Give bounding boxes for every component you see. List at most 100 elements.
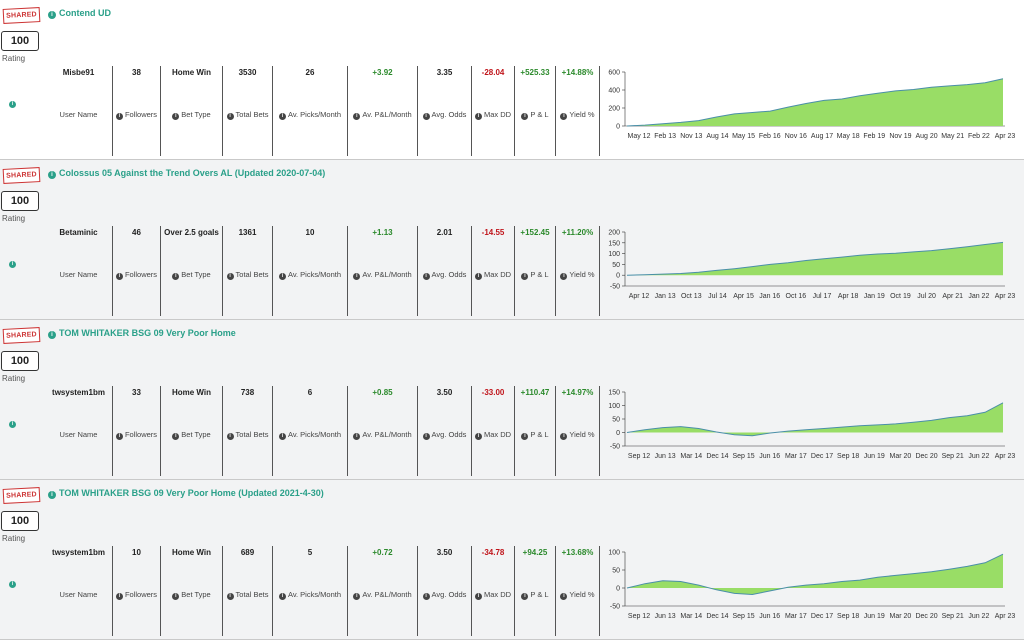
info-icon[interactable]: i xyxy=(560,433,568,440)
info-icon[interactable]: i xyxy=(9,261,17,268)
bet-type-label: i Bet Type xyxy=(161,590,222,600)
info-icon[interactable]: i xyxy=(521,593,529,600)
strategy-title[interactable]: TOM WHITAKER BSG 09 Very Poor Home xyxy=(59,328,236,338)
x-tick-label: Dec 20 xyxy=(915,613,937,620)
x-tick-label: Jul 14 xyxy=(708,293,727,300)
bet-type-value: Home Win xyxy=(171,388,212,397)
chart-line xyxy=(626,78,1004,127)
x-tick-label: Sep 12 xyxy=(628,453,650,460)
av-picks-value: 5 xyxy=(307,548,313,557)
followers-label: i Followers xyxy=(113,430,160,440)
chart-column: 100 50 0 -50 Sep 12 Jun 13 Mar 14 Dec 14 Sep 15 J… xyxy=(599,546,1024,636)
max-dd-label: i Max DD xyxy=(472,590,514,600)
y-tick-label: 150 xyxy=(608,240,620,247)
pnl-chart[interactable]: 150 100 50 0 -50 Sep 12 Jun 13 Mar 14 Dec 14 Sep … xyxy=(600,386,1020,468)
x-tick-label: Mar 20 xyxy=(890,453,912,460)
x-tick-label: May 18 xyxy=(837,133,860,140)
info-icon[interactable]: i xyxy=(474,113,482,120)
x-tick-label: Jun 19 xyxy=(864,613,885,620)
user-name-value[interactable]: Misbe91 xyxy=(62,68,95,77)
pnl-chart[interactable]: 100 50 0 -50 Sep 12 Jun 13 Mar 14 Dec 14 Sep 15 J… xyxy=(600,546,1020,628)
info-icon: i xyxy=(48,11,56,19)
x-tick-label: Feb 19 xyxy=(863,133,885,140)
strategy-title-link[interactable]: i TOM WHITAKER BSG 09 Very Poor Home (Upd… xyxy=(48,488,324,499)
chart-area xyxy=(627,242,1003,276)
x-tick-label: Feb 22 xyxy=(968,133,990,140)
info-icon[interactable]: i xyxy=(474,433,482,440)
x-tick-label: Aug 17 xyxy=(811,133,833,140)
bet-type-column: Home Win i Bet Type xyxy=(160,386,222,476)
info-icon[interactable]: i xyxy=(115,433,123,440)
pnl-chart[interactable]: 200 150 100 50 0 -50 Apr 12 Jan 13 Oct 13 Jul 14 A… xyxy=(600,226,1020,308)
user-name-value[interactable]: twsystem1bm xyxy=(52,548,105,557)
chart-line xyxy=(626,553,1004,596)
info-icon[interactable]: i xyxy=(9,421,17,428)
x-tick-label: Sep 18 xyxy=(837,453,859,460)
total-bets-label: i Total Bets xyxy=(223,590,272,600)
pnl-chart[interactable]: 600 400 200 0 May 12 Feb 13 Nov 13 Aug 14 May 15… xyxy=(600,66,1020,148)
rating-value: 100 xyxy=(1,31,39,51)
strategy-title-link[interactable]: i Contend UD xyxy=(48,8,111,19)
info-icon[interactable]: i xyxy=(226,113,234,120)
info-icon[interactable]: i xyxy=(226,273,234,280)
info-icon[interactable]: i xyxy=(560,273,568,280)
total-bets-label: i Total Bets xyxy=(223,270,272,280)
user-name-value[interactable]: Betaminic xyxy=(59,228,98,237)
info-icon[interactable]: i xyxy=(474,273,482,280)
strategy-title[interactable]: Colossus 05 Against the Trend Overs AL (… xyxy=(59,168,326,178)
info-icon[interactable]: i xyxy=(353,113,361,120)
info-icon[interactable]: i xyxy=(115,113,123,120)
info-icon[interactable]: i xyxy=(353,433,361,440)
x-tick-label: Jul 17 xyxy=(813,293,832,300)
avg-odds-column: 2.01 i Avg. Odds xyxy=(417,226,471,316)
bet-type-value: Over 2.5 goals xyxy=(164,228,219,237)
info-icon[interactable]: i xyxy=(560,113,568,120)
info-icon[interactable]: i xyxy=(474,593,482,600)
user-name-value[interactable]: twsystem1bm xyxy=(52,388,105,397)
info-icon[interactable]: i xyxy=(9,581,17,588)
strategy-title-link[interactable]: i TOM WHITAKER BSG 09 Very Poor Home xyxy=(48,328,236,339)
yield-value: +13.68% xyxy=(561,548,594,557)
info-icon[interactable]: i xyxy=(278,273,286,280)
x-tick-label: Dec 17 xyxy=(811,613,833,620)
info-icon[interactable]: i xyxy=(422,273,430,280)
info-icon[interactable]: i xyxy=(278,113,286,120)
rating-label: i Rating xyxy=(2,534,26,588)
info-icon[interactable]: i xyxy=(172,113,180,120)
info-icon[interactable]: i xyxy=(278,593,286,600)
info-icon[interactable]: i xyxy=(226,433,234,440)
info-icon[interactable]: i xyxy=(172,433,180,440)
info-icon[interactable]: i xyxy=(521,113,529,120)
info-icon[interactable]: i xyxy=(278,433,286,440)
max-dd-column: -33.00 i Max DD xyxy=(471,386,514,476)
shared-badge: SHARED xyxy=(2,167,41,184)
info-icon[interactable]: i xyxy=(115,273,123,280)
info-icon[interactable]: i xyxy=(353,593,361,600)
info-icon[interactable]: i xyxy=(422,593,430,600)
info-icon[interactable]: i xyxy=(172,273,180,280)
info-icon[interactable]: i xyxy=(226,593,234,600)
info-icon[interactable]: i xyxy=(422,433,430,440)
info-icon[interactable]: i xyxy=(9,101,17,108)
info-icon: i xyxy=(48,171,56,179)
x-tick-label: Mar 14 xyxy=(680,453,702,460)
info-icon[interactable]: i xyxy=(521,433,529,440)
x-tick-label: Nov 19 xyxy=(889,133,911,140)
info-icon[interactable]: i xyxy=(560,593,568,600)
y-tick-label: 50 xyxy=(612,417,620,424)
info-icon[interactable]: i xyxy=(172,593,180,600)
info-icon[interactable]: i xyxy=(422,113,430,120)
x-tick-label: Apr 23 xyxy=(995,133,1016,140)
strategy-title-link[interactable]: i Colossus 05 Against the Trend Overs AL … xyxy=(48,168,325,179)
user-name-column: Misbe91 User Name xyxy=(45,66,112,156)
info-icon[interactable]: i xyxy=(521,273,529,280)
x-tick-label: Apr 23 xyxy=(995,453,1016,460)
info-icon[interactable]: i xyxy=(115,593,123,600)
y-tick-label: -50 xyxy=(610,444,620,451)
bet-type-value: Home Win xyxy=(171,68,212,77)
info-icon[interactable]: i xyxy=(353,273,361,280)
strategy-title[interactable]: Contend UD xyxy=(59,8,111,18)
strategy-title[interactable]: TOM WHITAKER BSG 09 Very Poor Home (Upda… xyxy=(59,488,324,498)
